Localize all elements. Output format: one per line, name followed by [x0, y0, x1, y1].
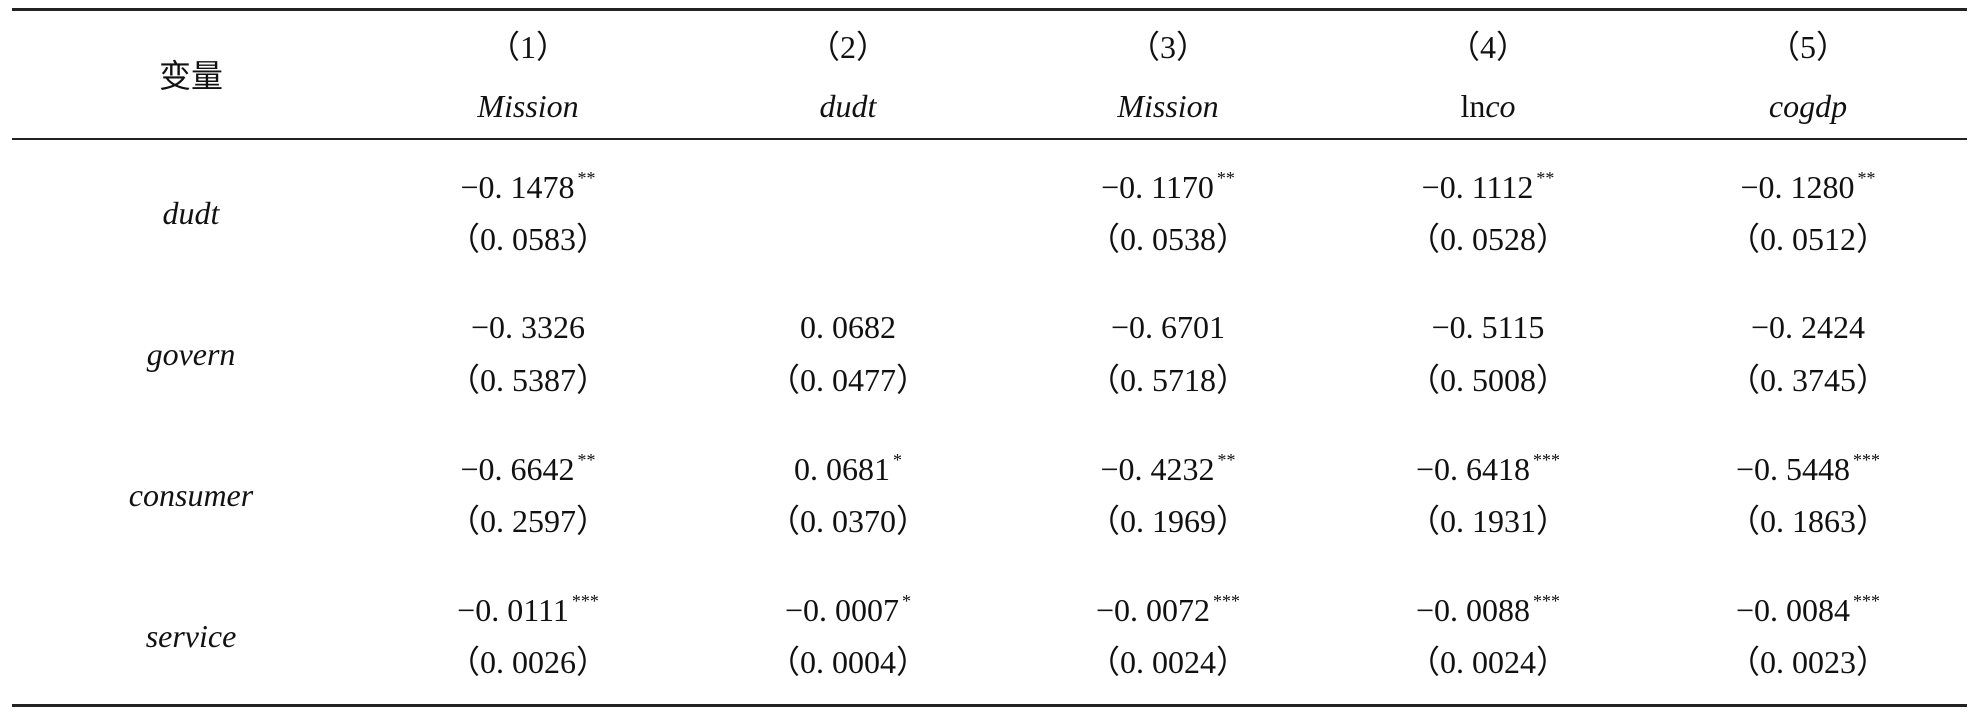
coefficient: −0. 1170 ** — [1101, 169, 1235, 203]
standard-error: （0. 0004） — [767, 644, 929, 680]
row-label: dudt — [162, 195, 220, 231]
coefficient: −0. 3326 — [471, 311, 585, 343]
row-label: govern — [146, 336, 236, 372]
standard-error: （0. 0026） — [447, 644, 609, 680]
standard-error: （0. 2597） — [447, 503, 609, 539]
significance-stars: *** — [1533, 591, 1561, 611]
column-number: （3） — [1127, 29, 1209, 65]
standard-error: （0. 0024） — [1407, 644, 1569, 680]
significance-stars: *** — [1853, 450, 1881, 470]
column-name: dudt — [819, 88, 877, 124]
column-name: Mission — [1117, 88, 1219, 124]
standard-error: （0. 0477） — [767, 362, 929, 398]
standard-error: （0. 0023） — [1727, 644, 1889, 680]
column-number: （1） — [487, 29, 569, 65]
significance-stars: * — [902, 591, 912, 611]
coefficient: −0. 2424 — [1751, 311, 1865, 343]
coef-value: −0. 6418 — [1415, 451, 1531, 487]
column-number: （5） — [1767, 29, 1849, 65]
coef-value: −0. 0111 — [457, 592, 569, 628]
coef-value: −0. 6701 — [1110, 309, 1226, 345]
coefficient: −0. 0072 *** — [1096, 592, 1240, 626]
significance-stars: ** — [1216, 168, 1235, 188]
coef-value: −0. 1112 — [1421, 169, 1534, 205]
coefficient: 0. 0682 — [800, 311, 896, 343]
coefficient: −0. 1280 ** — [1740, 169, 1875, 203]
coefficient: −0. 5448 *** — [1736, 451, 1880, 485]
coefficient: −0. 6701 — [1111, 311, 1225, 343]
standard-error: （0. 0528） — [1407, 221, 1569, 257]
column-name: cogdp — [1768, 88, 1848, 124]
significance-stars: ** — [1536, 168, 1555, 188]
coef-value: −0. 5448 — [1735, 451, 1851, 487]
coef-value: −0. 5115 — [1431, 309, 1545, 345]
corner-label: 变量 — [158, 58, 224, 94]
coef-value: −0. 0084 — [1735, 592, 1851, 628]
column-name: lnco — [1460, 90, 1515, 122]
column-name: Mission — [477, 88, 579, 124]
standard-error: （0. 5387） — [447, 362, 609, 398]
significance-stars: * — [893, 450, 902, 470]
standard-error: （0. 3745） — [1727, 362, 1889, 398]
coefficient: −0. 6642 ** — [460, 451, 595, 485]
significance-stars: *** — [1853, 591, 1881, 611]
significance-stars: *** — [1213, 591, 1241, 611]
name-prefix: ln — [1460, 88, 1486, 124]
coef-value: −0. 0072 — [1095, 592, 1211, 628]
standard-error: （0. 5008） — [1407, 362, 1569, 398]
coefficient: −0. 4232 ** — [1100, 451, 1235, 485]
standard-error: （0. 1863） — [1727, 503, 1889, 539]
coef-value: 0. 0682 — [800, 309, 896, 345]
row-label: service — [145, 618, 237, 654]
standard-error: （0. 0583） — [447, 221, 609, 257]
coefficient: −0. 6418 *** — [1416, 451, 1560, 485]
coefficient: −0. 0088 *** — [1416, 592, 1560, 626]
coef-value: −0. 0088 — [1415, 592, 1531, 628]
coefficient: −0. 0111 *** — [457, 592, 599, 626]
coef-value: −0. 1170 — [1101, 169, 1214, 205]
coef-value: −0. 4232 — [1100, 451, 1215, 487]
coefficient: −0. 0084 *** — [1736, 592, 1880, 626]
significance-stars: ** — [1217, 450, 1236, 470]
standard-error: （0. 0512） — [1727, 221, 1889, 257]
standard-error: （0. 0538） — [1087, 221, 1249, 257]
standard-error: （0. 1931） — [1407, 503, 1569, 539]
bottom-rule — [12, 704, 1967, 707]
coef-value: 0. 0681 — [794, 451, 890, 487]
coef-value: −0. 1478 — [460, 169, 575, 205]
coef-value: −0. 1280 — [1740, 169, 1855, 205]
coefficient: −0. 1478 ** — [460, 169, 595, 203]
header-rule — [12, 138, 1967, 140]
top-rule — [12, 8, 1967, 11]
coef-value: −0. 2424 — [1750, 309, 1866, 345]
significance-stars: ** — [577, 168, 596, 188]
coef-value: −0. 0007 — [784, 592, 900, 628]
significance-stars: *** — [571, 591, 599, 611]
standard-error: （0. 1969） — [1087, 503, 1249, 539]
name-italic: co — [1485, 88, 1516, 124]
coef-value: −0. 6642 — [460, 451, 575, 487]
standard-error: （0. 0024） — [1087, 644, 1249, 680]
standard-error: （0. 5718） — [1087, 362, 1249, 398]
significance-stars: ** — [577, 450, 596, 470]
coefficient: 0. 0681 * — [794, 451, 902, 485]
row-label: consumer — [128, 477, 254, 513]
coefficient: −0. 1112 ** — [1422, 169, 1555, 203]
coef-value: −0. 3326 — [470, 309, 586, 345]
significance-stars: *** — [1533, 450, 1561, 470]
column-number: （2） — [807, 29, 889, 65]
standard-error: （0. 0370） — [767, 503, 929, 539]
coefficient: −0. 0007 * — [785, 592, 911, 626]
significance-stars: ** — [1857, 168, 1876, 188]
coefficient: −0. 5115 — [1432, 311, 1545, 343]
column-number: （4） — [1447, 29, 1529, 65]
